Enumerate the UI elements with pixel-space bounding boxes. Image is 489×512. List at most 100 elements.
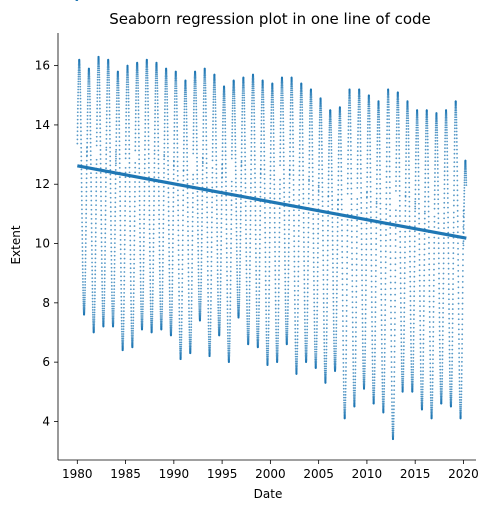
data-point [135,87,138,90]
data-point [89,118,92,121]
data-point [230,157,233,160]
data-point [189,342,192,345]
data-point [267,327,270,330]
data-point [327,224,329,227]
data-point [331,186,333,189]
data-point [159,297,162,300]
data-point [263,159,266,162]
data-point [109,146,111,149]
data-point [79,78,81,80]
data-point [98,100,101,103]
data-point [176,107,178,110]
data-point [233,85,236,88]
data-point [127,74,129,77]
data-point [231,110,234,112]
data-point [154,120,156,123]
data-point [245,255,248,258]
data-point [185,108,188,111]
data-point [124,224,126,227]
data-point [269,182,272,185]
data-point [332,266,334,269]
data-point [203,84,205,87]
data-point [134,105,137,108]
data-point [141,315,144,317]
data-point [104,181,107,184]
data-point [86,98,89,101]
data-point [241,124,243,127]
data-point [306,325,309,328]
data-point [228,349,231,352]
data-point [100,223,103,226]
data-point [158,257,161,260]
data-point [243,99,246,102]
data-point [190,338,192,341]
data-point [289,159,291,162]
data-point [341,256,344,259]
data-point [186,178,189,181]
data-point [99,119,101,122]
data-point [186,143,188,146]
data-point [239,271,241,273]
data-point [193,91,196,94]
data-point [248,276,251,279]
data-point [85,221,87,224]
data-point [173,165,175,168]
data-point [225,208,228,211]
data-point [293,245,296,248]
data-point [260,109,263,112]
data-point [279,151,282,154]
data-point [112,314,115,316]
data-point [297,294,300,297]
data-point [293,219,295,222]
data-point [190,317,193,320]
data-point [274,303,277,306]
data-point [81,278,84,280]
data-point [288,223,290,226]
data-point [306,299,309,302]
data-point [177,234,180,237]
data-point [207,287,209,290]
data-point [182,179,185,182]
data-point [175,87,178,90]
data-point [144,126,147,129]
data-point [301,118,304,121]
data-point [340,153,343,156]
data-point [128,190,131,193]
data-point [289,114,292,117]
data-point [108,129,111,132]
data-point [270,109,273,111]
data-point [296,362,298,365]
data-point [216,265,219,268]
data-point [79,75,81,78]
data-point [173,134,176,136]
data-point [307,264,309,267]
data-point [170,314,173,317]
data-point [206,255,209,258]
data-point [196,225,199,228]
data-point [180,349,183,352]
data-point [102,319,105,321]
data-point [156,99,159,101]
data-point [192,152,195,155]
data-point [330,129,332,131]
data-point [284,276,287,279]
data-point [337,174,340,177]
data-point [167,224,170,227]
data-point [128,200,131,203]
data-point [159,310,162,313]
data-point [240,185,243,188]
data-point [258,311,260,314]
data-point [247,335,250,338]
data-point [316,328,318,330]
data-point [178,333,181,336]
data-point [293,294,296,297]
data-point [104,245,107,248]
data-point [153,199,155,202]
data-point [120,319,123,322]
data-point [264,216,266,219]
data-point [342,339,344,342]
data-point [276,354,279,357]
data-point [163,146,166,149]
data-point [147,139,150,142]
data-point [183,102,186,105]
